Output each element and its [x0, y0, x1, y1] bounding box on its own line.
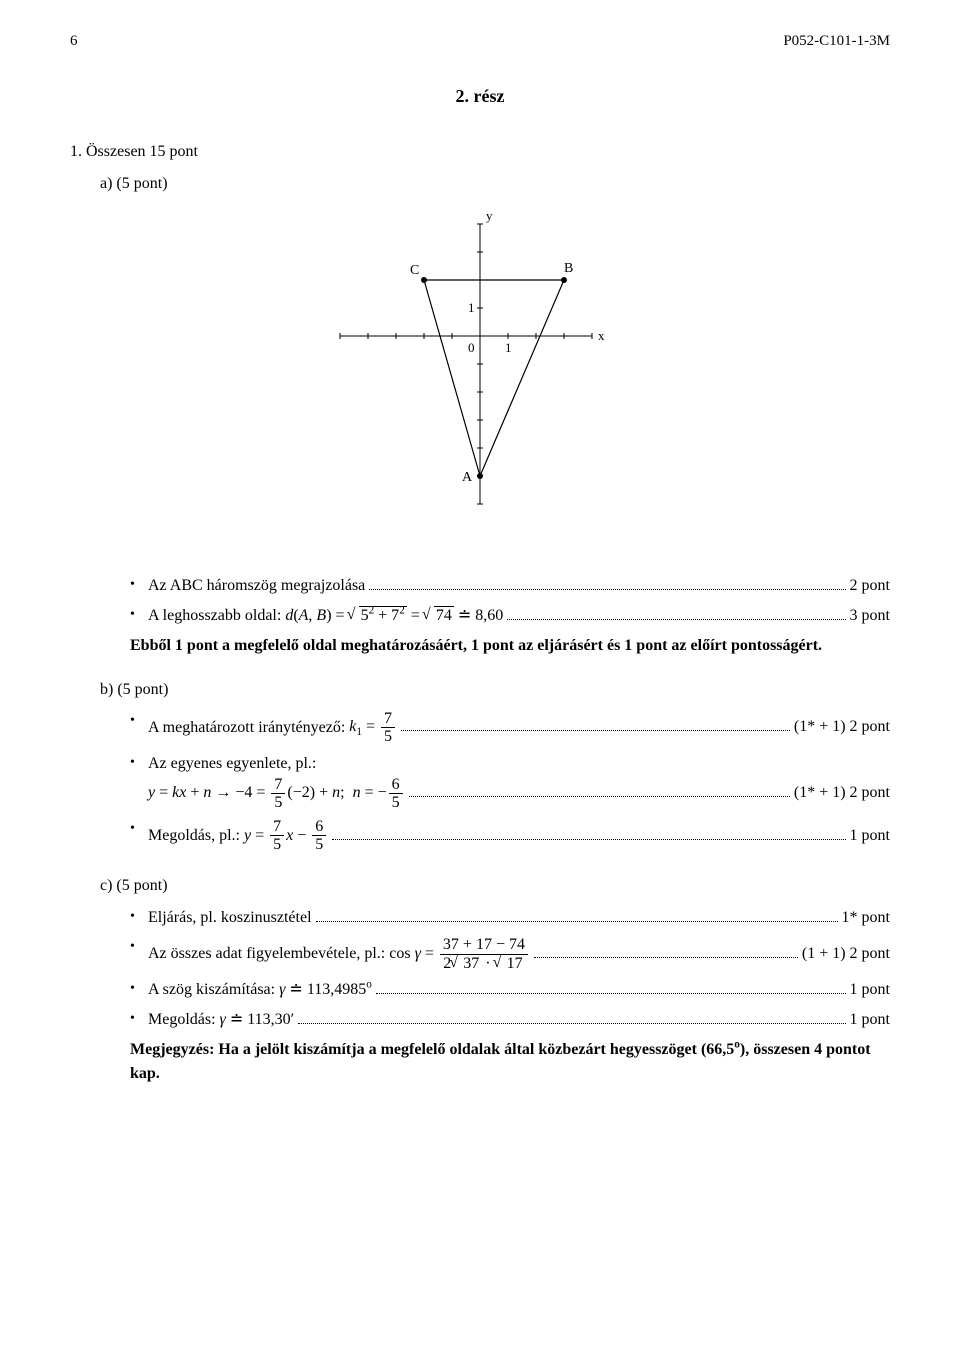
leader-dots — [369, 574, 845, 590]
bullet-points: 2 pont — [850, 574, 890, 598]
triangle-graph: A B C 0 1 1 x y — [70, 206, 890, 554]
bullet-item: Az egyenes egyenlete, pl.:y = kx + n → −… — [130, 752, 890, 812]
leader-dots — [409, 781, 790, 797]
svg-text:A: A — [462, 470, 473, 485]
bullet-text: Az összes adat figyelembevétele, pl.: co… — [148, 936, 530, 972]
bullet-text: Eljárás, pl. koszinusztétel — [148, 906, 312, 930]
svg-text:1: 1 — [468, 300, 475, 315]
bullet-points: 1 pont — [850, 824, 890, 848]
bullet-points: 3 pont — [850, 604, 890, 628]
problem-title: 1. Összesen 15 pont — [70, 140, 890, 164]
page-number: 6 — [70, 30, 78, 53]
bullet-text: Az egyenes egyenlete, pl.: — [148, 752, 890, 776]
leader-dots — [507, 604, 845, 620]
bullet-text: A szög kiszámítása: γ ≐ 113,4985o — [148, 978, 372, 1002]
bullet-item: Eljárás, pl. koszinusztétel 1* pont — [130, 906, 890, 930]
bullet-points: 1* pont — [842, 906, 890, 930]
bullet-points: (1 + 1) 2 pont — [802, 942, 890, 966]
leader-dots — [298, 1008, 845, 1024]
leader-dots — [401, 715, 790, 731]
leader-dots — [332, 824, 845, 840]
section-title: 2. rész — [70, 83, 890, 110]
svg-text:C: C — [410, 263, 419, 278]
bullet-item: Az ABC háromszög megrajzolása 2 pont — [130, 574, 890, 598]
bullet-text: Megoldás: γ ≐ 113,30′ — [148, 1008, 294, 1032]
bullet-text: Az ABC háromszög megrajzolása — [148, 574, 365, 598]
leader-dots — [376, 978, 846, 994]
part-b-bullets: A meghatározott iránytényező: k1 = 75 (1*… — [130, 710, 890, 855]
svg-text:y: y — [486, 208, 493, 223]
part-a-note: Ebből 1 pont a megfelelő oldal meghatáro… — [130, 634, 890, 658]
bullet-text: A meghatározott iránytényező: k1 = 75 — [148, 710, 397, 746]
bullet-text: y = kx + n → −4 = 75(−2) + n; n = −65 — [148, 776, 405, 812]
bullet-points: (1* + 1) 2 pont — [794, 781, 890, 805]
svg-text:1: 1 — [505, 340, 512, 355]
part-c-note: Megjegyzés: Ha a jelölt kiszámítja a meg… — [130, 1038, 890, 1086]
svg-text:x: x — [598, 328, 605, 343]
bullet-item: A meghatározott iránytényező: k1 = 75 (1*… — [130, 710, 890, 746]
bullet-text: Megoldás, pl.: y = 75x − 65 — [148, 818, 328, 854]
doc-code: P052-C101-1-3M — [783, 30, 890, 53]
bullet-item: A szög kiszámítása: γ ≐ 113,4985o 1 pont — [130, 978, 890, 1002]
svg-text:B: B — [564, 261, 573, 276]
part-c-label: c) (5 pont) — [100, 874, 890, 898]
leader-dots — [534, 942, 798, 958]
part-a-label: a) (5 pont) — [100, 172, 890, 196]
bullet-item: Megoldás: γ ≐ 113,30′ 1 pont — [130, 1008, 890, 1032]
bullet-points: 1 pont — [850, 1008, 890, 1032]
part-c-bullets: Eljárás, pl. koszinusztétel 1* pont Az öss… — [130, 906, 890, 1032]
bullet-text: A leghosszabb oldal: d(A, B) = 52 + 72 =… — [148, 604, 503, 628]
bullet-points: (1* + 1) 2 pont — [794, 715, 890, 739]
bullet-item: Az összes adat figyelembevétele, pl.: co… — [130, 936, 890, 972]
leader-dots — [316, 906, 838, 922]
bullet-item: Megoldás, pl.: y = 75x − 65 1 pont — [130, 818, 890, 854]
bullet-points: 1 pont — [850, 978, 890, 1002]
page-header: 6 P052-C101-1-3M — [70, 30, 890, 53]
svg-text:0: 0 — [468, 340, 475, 355]
part-b-label: b) (5 pont) — [100, 678, 890, 702]
bullet-item: A leghosszabb oldal: d(A, B) = 52 + 72 =… — [130, 604, 890, 628]
part-a-bullets: Az ABC háromszög megrajzolása 2 pont A leg… — [130, 574, 890, 628]
